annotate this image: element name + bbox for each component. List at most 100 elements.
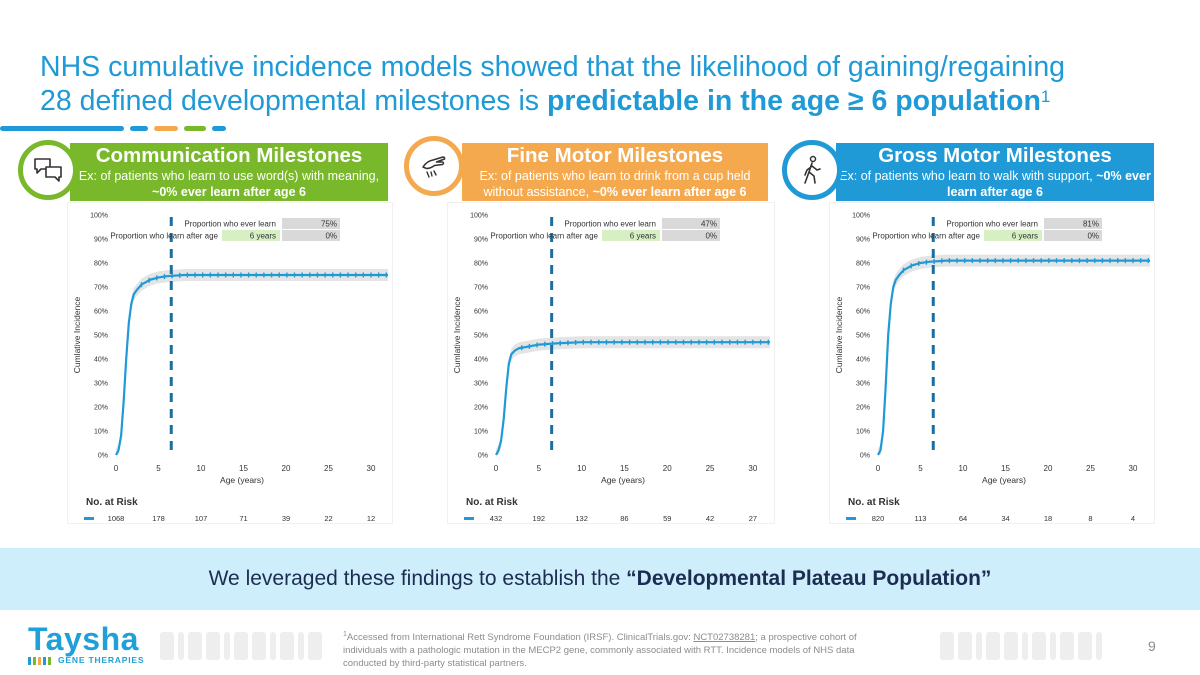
legend-value-cell	[662, 230, 720, 241]
legend-label: Proportion who ever learn	[184, 220, 276, 229]
conclusion-band	[0, 548, 1200, 610]
y-tick-label: 10%	[94, 429, 108, 436]
logo-wordmark: Taysha	[28, 621, 139, 657]
legend-value: 0%	[705, 232, 717, 241]
communication-desc-bold: ~0% ever learn after age 6	[152, 185, 306, 199]
legend-value: 47%	[701, 220, 717, 229]
communication-chart: 0% 10% 20% 30% 40% 50% 60% 70% 80% 90% 100% 0 5 10 15 2…	[68, 203, 392, 523]
y-tick-label: 10%	[474, 429, 488, 436]
at-risk-count: 18	[1044, 514, 1052, 523]
clinicaltrials-link[interactable]: NCT02738281	[693, 632, 756, 644]
x-tick-label: 0	[494, 464, 499, 473]
y-tick-label: 20%	[856, 405, 870, 412]
gross-motor-chart: 0% 10% 20% 30% 40% 50% 60% 70% 80% 90% 100% 0 5 10 15 2…	[830, 203, 1154, 523]
at-risk-count: 42	[706, 514, 714, 523]
y-tick-label: 0%	[98, 453, 108, 460]
x-tick-label: 20	[1044, 464, 1053, 473]
footnote: 1Accessed from International Rett Syndro…	[343, 628, 893, 670]
logo-bars	[28, 657, 56, 665]
y-tick-label: 0%	[860, 453, 870, 460]
conclusion-bold: “Developmental Plateau Population”	[626, 567, 992, 590]
title-underline-dashes	[0, 126, 240, 131]
x-tick-label: 10	[959, 464, 968, 473]
x-tick-label: 5	[918, 464, 923, 473]
y-tick-label: 100%	[852, 213, 870, 220]
confidence-band	[878, 254, 1150, 455]
x-tick-label: 30	[748, 464, 757, 473]
y-tick-label: 0%	[478, 453, 488, 460]
at-risk-count: 64	[959, 514, 967, 523]
title-superscript: 1	[1040, 87, 1051, 106]
x-axis-label: Age (years)	[982, 475, 1026, 485]
legend-label: Proportion who ever learn	[564, 220, 656, 229]
walking-person-icon	[782, 140, 842, 200]
legend-value-cell	[1044, 230, 1102, 241]
at-risk-count: 39	[282, 514, 290, 523]
y-tick-label: 40%	[94, 357, 108, 364]
at-risk-title: No. at Risk	[86, 497, 138, 508]
y-tick-label: 30%	[474, 381, 488, 388]
logo-subtext: GENE THERAPIES	[58, 655, 145, 665]
at-risk-series-marker	[846, 517, 856, 520]
x-tick-label: 0	[114, 464, 119, 473]
legend-age-cell	[222, 230, 280, 241]
legend-value: 75%	[321, 220, 337, 229]
at-risk-count: 34	[1001, 514, 1009, 523]
at-risk-count: 178	[152, 514, 165, 523]
communication-desc-plain: Ex: of patients who learn to use word(s)…	[78, 169, 380, 183]
incidence-curve	[115, 273, 388, 456]
gross-motor-header: Gross Motor Milestones Ex: of patients w…	[836, 143, 1154, 201]
x-tick-label: 10	[577, 464, 586, 473]
title-line-2-bold: predictable in the age ≥ 6 population	[546, 85, 1041, 117]
x-tick-label: 15	[620, 464, 629, 473]
gross-motor-desc: Ex: of patients who learn to walk with s…	[836, 168, 1154, 200]
at-risk-count: 1068	[108, 514, 125, 523]
y-axis-label: Cumlative Incidence	[452, 296, 462, 373]
y-axis-label: Cumlative Incidence	[834, 296, 844, 373]
legend-value: 0%	[1087, 232, 1099, 241]
x-tick-label: 25	[1086, 464, 1095, 473]
legend-age-cell	[602, 230, 660, 241]
at-risk-count: 192	[533, 514, 546, 523]
footnote-part-2: ; a prospective cohort of individuals wi…	[343, 632, 857, 670]
y-tick-label: 70%	[94, 285, 108, 292]
taysha-logo: Taysha GENE THERAPIES	[28, 622, 158, 666]
conclusion-plain: We leveraged these findings to establish…	[208, 567, 627, 590]
at-risk-count: 12	[367, 514, 375, 523]
title-line-2: 28 defined developmental milestones is p…	[40, 84, 1160, 118]
y-tick-label: 90%	[474, 237, 488, 244]
y-tick-label: 50%	[474, 333, 488, 340]
gross-motor-desc-bold: ~0% ever learn after age 6	[947, 169, 1151, 199]
footnote-part-1: Accessed from International Rett Syndrom…	[346, 632, 694, 644]
communication-chart-svg: 0% 10% 20% 30% 40% 50% 60% 70% 80% 90% 100% 0 5 10 15 2…	[72, 213, 388, 523]
x-tick-label: 5	[156, 464, 161, 473]
legend-age: 6 years	[250, 232, 276, 241]
footnote-superscript: 1	[343, 631, 347, 638]
y-axis-label: Cumlative Incidence	[72, 296, 82, 373]
y-tick-label: 80%	[856, 261, 870, 268]
x-tick-label: 0	[876, 464, 881, 473]
communication-title: Communication Milestones	[95, 144, 363, 167]
y-tick-label: 20%	[94, 405, 108, 412]
at-risk-count: 4	[1131, 514, 1135, 523]
y-tick-label: 30%	[856, 381, 870, 388]
x-tick-label: 30	[1129, 464, 1138, 473]
y-tick-label: 90%	[856, 237, 870, 244]
legend-label: Proportion who learn after age	[110, 232, 218, 241]
y-tick-label: 100%	[470, 213, 488, 220]
legend-age: 6 years	[630, 232, 656, 241]
y-tick-label: 40%	[474, 357, 488, 364]
at-risk-count: 27	[749, 514, 757, 523]
legend-label: Proportion who ever learn	[946, 220, 1038, 229]
y-tick-label: 70%	[474, 285, 488, 292]
x-tick-label: 10	[197, 464, 206, 473]
x-tick-label: 20	[663, 464, 672, 473]
x-axis-label: Age (years)	[220, 475, 264, 485]
y-tick-label: 40%	[856, 357, 870, 364]
legend-value-cell	[282, 218, 340, 229]
legend-age: 6 years	[1012, 232, 1038, 241]
legend-value-cell	[282, 230, 340, 241]
at-risk-series-marker	[84, 517, 94, 520]
legend-label: Proportion who learn after age	[872, 232, 980, 241]
fine-motor-title: Fine Motor Milestones	[506, 144, 724, 167]
